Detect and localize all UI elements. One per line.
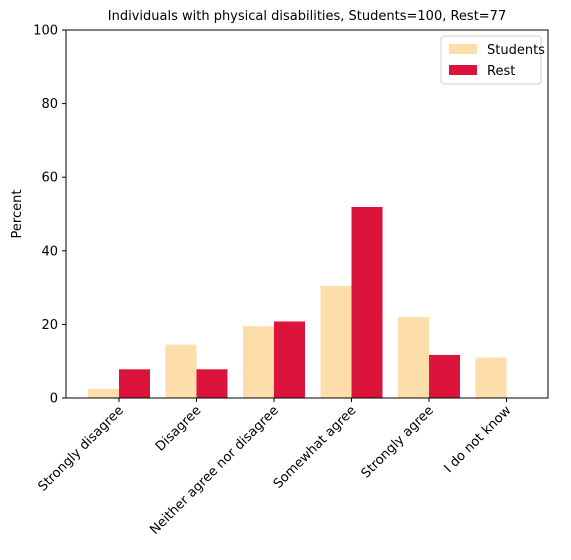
x-tick-label: Strongly disagree	[35, 403, 126, 494]
x-tick-label: Neither agree nor disagree	[147, 403, 281, 537]
bar-students-1	[165, 344, 197, 398]
bar-rest-2	[274, 321, 305, 398]
bar-rest-3	[351, 207, 383, 398]
y-axis-title: Percent	[10, 190, 25, 239]
bar-rest-4	[429, 354, 460, 398]
x-tick-label: Somewhat agree	[271, 403, 360, 492]
y-tick-label: 60	[41, 171, 58, 186]
bar-students-5	[475, 357, 507, 398]
legend-swatch-students	[449, 44, 477, 54]
plot-frame	[65, 29, 549, 399]
bar-rest-1	[196, 369, 228, 398]
x-tick-label: Strongly agree	[359, 403, 437, 481]
x-tick-label: I do not know	[441, 403, 514, 476]
x-tick-label: Disagree	[153, 403, 204, 454]
legend-label-rest: Rest	[487, 64, 515, 79]
y-tick-label: 0	[50, 392, 58, 407]
legend-label-students: Students	[487, 43, 545, 58]
y-axis: 0 20 40 60 80 100	[33, 24, 66, 407]
y-tick-label: 20	[41, 318, 58, 333]
y-tick-label: 40	[41, 244, 58, 259]
chart-title: Individuals with physical disabilities, …	[108, 9, 506, 24]
bar-students-4	[398, 317, 429, 398]
bar-rest-0	[119, 369, 150, 398]
bars-group	[88, 207, 507, 398]
bar-students-0	[88, 388, 119, 398]
legend: Students Rest	[440, 35, 545, 85]
bar-students-3	[320, 285, 352, 398]
bar-students-2	[243, 326, 274, 398]
y-tick-label: 100	[33, 24, 58, 39]
legend-swatch-rest	[449, 65, 477, 75]
y-tick-label: 80	[41, 97, 58, 112]
